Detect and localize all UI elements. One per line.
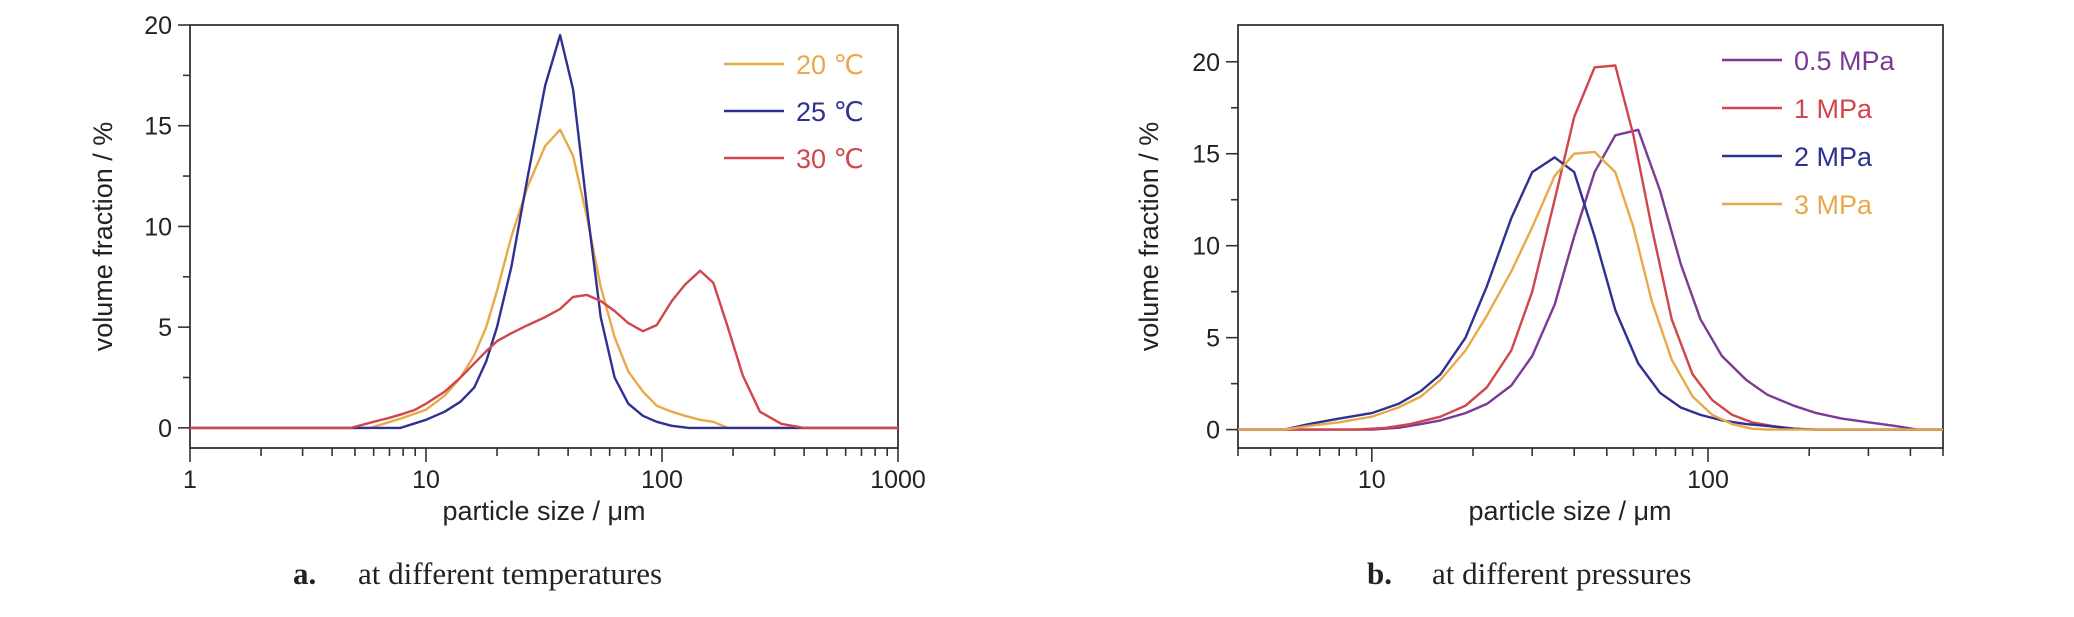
- y-tick-label: 5: [158, 314, 172, 342]
- legend-label: 2 MPa: [1794, 142, 1873, 172]
- x-axis-label: particle size / μm: [1468, 496, 1671, 526]
- y-tick-label: 0: [158, 415, 172, 443]
- y-tick-label: 15: [1192, 141, 1220, 169]
- legend-label: 0.5 MPa: [1794, 46, 1896, 76]
- x-tick-label: 1000: [870, 466, 926, 494]
- legend-label: 1 MPa: [1794, 94, 1873, 124]
- x-tick-label: 100: [641, 466, 683, 494]
- caption-letter: b.: [1367, 556, 1392, 591]
- caption-text: at different pressures: [1432, 556, 1691, 591]
- caption-text: at different temperatures: [358, 556, 662, 591]
- legend-label: 20 ℃: [796, 50, 864, 80]
- plot-frame: [1237, 24, 1944, 449]
- x-tick-label: 100: [1687, 466, 1729, 494]
- x-tick-label: 10: [1358, 466, 1386, 494]
- y-tick-label: 10: [1192, 233, 1220, 261]
- y-tick-label: 20: [1192, 49, 1220, 77]
- y-tick-label: 15: [144, 113, 172, 141]
- series-line-1: [1238, 128, 1943, 431]
- chart-temperatures: 1 10 100 1000 0 5 10 15 20 particle size / μm volu…: [88, 12, 926, 591]
- series-line-4: [1238, 150, 1943, 431]
- x-tick-label: 1: [183, 466, 197, 494]
- y-tick-label: 20: [144, 12, 172, 40]
- legend-label: 3 MPa: [1794, 190, 1873, 220]
- y-axis-label: volume fraction / %: [1134, 122, 1164, 352]
- x-tick-label: 10: [412, 466, 440, 494]
- legend-label: 30 ℃: [796, 144, 864, 174]
- series-line-2: [1238, 64, 1943, 431]
- x-axis-label: particle size / μm: [442, 496, 645, 526]
- series-line-3: [190, 269, 898, 430]
- y-axis-label: volume fraction / %: [88, 122, 118, 352]
- series-line-2: [190, 33, 898, 430]
- caption-letter: a.: [293, 556, 316, 591]
- y-tick-label: 5: [1206, 325, 1220, 353]
- series-line-1: [190, 128, 898, 430]
- y-tick-label: 0: [1206, 417, 1220, 445]
- y-tick-label: 10: [144, 213, 172, 241]
- plot-frame: [189, 24, 899, 449]
- legend-label: 25 ℃: [796, 97, 864, 127]
- chart-pressures: 10 100 0 5 10 15 20 particle size / μm volume fr…: [1134, 24, 1944, 591]
